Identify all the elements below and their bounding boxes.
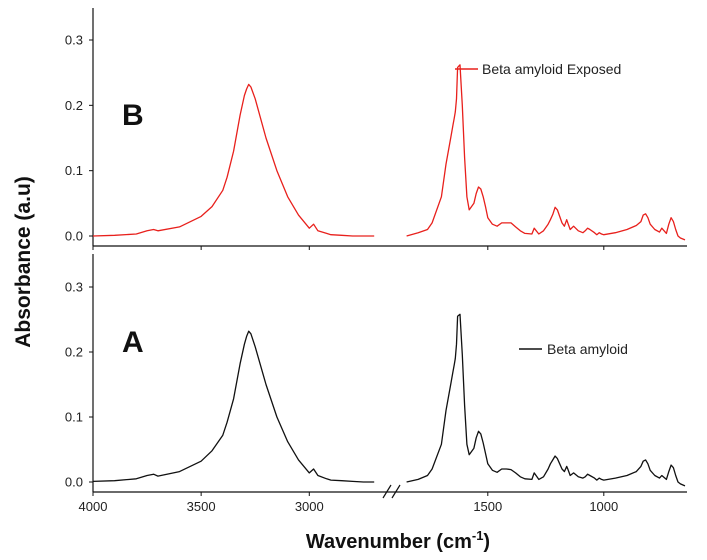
lower-y-tick-label: 0.1 xyxy=(65,410,83,425)
upper-spectrum-line-segment-2 xyxy=(406,64,686,241)
axis-break-mark-right xyxy=(391,484,401,499)
lower-y-tick-label: 0.0 xyxy=(65,475,83,490)
x-tick-label: 1000 xyxy=(589,499,618,514)
x-tick-label: 1500 xyxy=(473,499,502,514)
legend-lower-label: Beta amyloid xyxy=(547,341,628,357)
upper-y-tick-label: 0.0 xyxy=(65,229,83,244)
lower-y-tick-label: 0.3 xyxy=(65,280,83,295)
axis-break-mark-left xyxy=(382,484,392,499)
lower-spectrum-line-segment-2 xyxy=(406,313,686,487)
lower-spectrum-line-segment-1 xyxy=(92,330,375,483)
x-axis-title-sup: -1 xyxy=(472,528,484,543)
panel-label-a: A xyxy=(122,326,144,359)
legend-upper: Beta amyloid Exposed xyxy=(455,61,621,77)
upper-spectrum-line-segment-1 xyxy=(92,83,375,237)
x-tick-label: 3000 xyxy=(295,499,324,514)
axes-layer xyxy=(92,8,687,499)
legend-lower: Beta amyloid xyxy=(519,341,628,357)
x-axis-title-main: Wavenumber (cm xyxy=(306,531,472,553)
upper-y-tick-label: 0.3 xyxy=(65,33,83,48)
x-tick-label: 4000 xyxy=(79,499,108,514)
legend-upper-label: Beta amyloid Exposed xyxy=(482,61,621,77)
panel-label-b: B xyxy=(122,99,144,132)
x-axis-title-close: ) xyxy=(483,531,490,553)
ticks-layer: 0.0 0.1 0.2 0.3 0.0 0.1 0.2 0.3 4000 3500 3000 1500… xyxy=(65,33,618,515)
x-tick-label: 3500 xyxy=(187,499,216,514)
lower-y-tick-label: 0.2 xyxy=(65,345,83,360)
plot-layer xyxy=(92,64,686,487)
upper-y-tick-label: 0.1 xyxy=(65,163,83,178)
x-axis-title: Wavenumber (cm-1) xyxy=(306,528,490,553)
y-axis-title: Absorbance (a.u) xyxy=(12,176,35,348)
upper-y-tick-label: 0.2 xyxy=(65,98,83,113)
